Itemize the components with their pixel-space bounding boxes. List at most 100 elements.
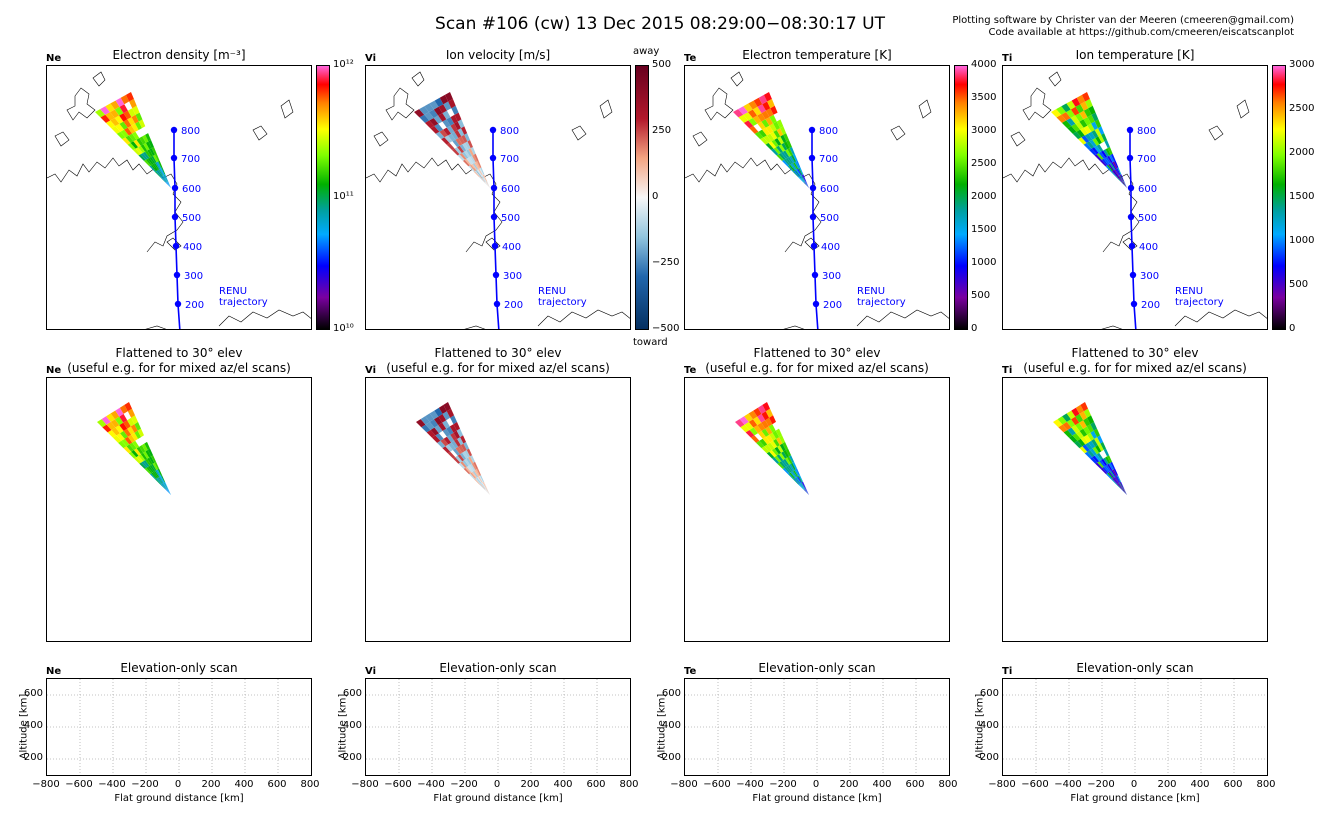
scan-cell	[1067, 427, 1076, 436]
scan-cell	[1116, 176, 1123, 183]
scan-cell	[1105, 464, 1112, 472]
scan-cell	[762, 127, 771, 136]
trajectory-marker	[170, 154, 178, 162]
coastline	[365, 71, 633, 332]
scan-cell	[145, 458, 152, 466]
scan-cell	[155, 162, 161, 170]
scan-cell	[783, 458, 790, 466]
scan-cell	[761, 411, 770, 421]
trajectory-altitude-label: 600	[1138, 184, 1157, 195]
scan-cell	[1108, 462, 1114, 471]
scan-cell	[1113, 468, 1118, 476]
scan-cell	[1100, 467, 1108, 475]
scan-cell	[763, 135, 772, 143]
trajectory-marker	[1127, 184, 1135, 192]
trajectory-marker	[811, 271, 819, 279]
scan-cell	[447, 451, 456, 459]
scan-cell	[485, 489, 490, 495]
scan-cell	[448, 98, 456, 109]
scan-cell	[1119, 175, 1124, 182]
colorbar-tick-label: −250	[652, 257, 680, 268]
trajectory-altitude-label: 300	[503, 271, 522, 282]
scan-cell	[1075, 413, 1084, 423]
scan-cell	[127, 408, 135, 418]
scan-cell	[764, 444, 772, 452]
scan-cell	[419, 106, 429, 115]
scan-cell	[785, 457, 791, 465]
scan-cell	[1105, 165, 1112, 172]
scan-cell	[765, 108, 774, 118]
scan-cell	[797, 476, 802, 483]
scan-cell	[1123, 488, 1127, 495]
scan-cell	[1083, 417, 1091, 427]
scan-cell	[457, 437, 464, 446]
scan-cell	[475, 469, 480, 477]
scan-cell	[1119, 174, 1124, 182]
scan-cell	[763, 92, 772, 102]
scan-cell	[774, 138, 782, 146]
scan-cell	[1056, 114, 1067, 123]
ne-map-panel: 800 700 600 500 400 300 200 RENU trajectory	[46, 65, 314, 333]
scan-cell	[1081, 92, 1090, 102]
vi-flattened-title-1: Flattened to 30° elev	[434, 346, 562, 360]
scan-cell	[787, 464, 794, 472]
ti-map-scan-cells	[1051, 92, 1127, 188]
scan-cell	[115, 97, 125, 107]
scan-cell	[106, 421, 116, 430]
scan-cell	[137, 428, 144, 438]
scan-cell	[167, 181, 171, 188]
scan-cell	[454, 112, 462, 122]
scan-cell	[421, 424, 431, 433]
scan-cell	[1112, 161, 1118, 169]
scan-cell	[1061, 103, 1071, 113]
scan-cell	[762, 402, 770, 412]
scan-cell	[1089, 139, 1097, 148]
credits-line-1: Plotting software by Christer van der Me…	[952, 15, 1294, 26]
scan-cell	[152, 462, 158, 471]
scan-cell	[457, 145, 464, 153]
scan-cell	[426, 430, 436, 438]
scan-cell	[468, 148, 474, 156]
scan-cell	[123, 420, 131, 429]
scan-cell	[434, 416, 443, 426]
scan-cell	[1063, 430, 1073, 438]
trajectory-altitude-label: 400	[183, 242, 202, 253]
scan-cell	[475, 169, 482, 177]
scan-cell	[776, 119, 784, 129]
scan-cell	[1079, 428, 1088, 437]
scan-cell	[1061, 112, 1071, 121]
scan-cell	[1075, 113, 1084, 122]
scan-cell	[127, 434, 136, 443]
coastline	[684, 71, 952, 332]
ne-elev-title: Elevation-only scan	[120, 661, 238, 675]
scan-cell	[167, 181, 171, 188]
ti-flattened-title-2: (useful e.g. for for mixed az/el scans)	[1023, 361, 1247, 375]
scan-cell	[1094, 119, 1102, 129]
x-tick-label: 800	[938, 779, 958, 790]
scan-cell	[1071, 97, 1081, 107]
scan-cell	[804, 489, 809, 495]
trajectory-altitude-label: 200	[185, 300, 204, 311]
scan-cell	[1087, 114, 1095, 124]
scan-cell	[119, 121, 128, 130]
scan-cell	[783, 449, 789, 458]
scan-cell	[1102, 466, 1109, 474]
scan-cell	[139, 462, 147, 469]
scan-cell	[140, 144, 148, 152]
te-flattened-scan-cells	[735, 402, 809, 495]
x-tick-label: 0	[493, 779, 501, 790]
scan-cell	[1092, 446, 1100, 455]
ne-map-scan-cells	[95, 92, 171, 188]
scan-cell	[753, 416, 762, 426]
scan-cell	[486, 181, 490, 188]
trajectory-altitude-label: 500	[1138, 213, 1157, 224]
scan-cell	[135, 121, 142, 130]
scan-cell	[1105, 473, 1113, 480]
scan-cell	[1099, 460, 1106, 467]
trajectory-label-2: trajectory	[1175, 297, 1224, 308]
te-flattened-panel	[684, 377, 950, 642]
trajectory-label-1: RENU	[857, 286, 885, 297]
trajectory-altitude-label: 300	[822, 271, 841, 282]
scan-cell	[1119, 482, 1124, 489]
trajectory-altitude-label: 200	[1141, 300, 1160, 311]
